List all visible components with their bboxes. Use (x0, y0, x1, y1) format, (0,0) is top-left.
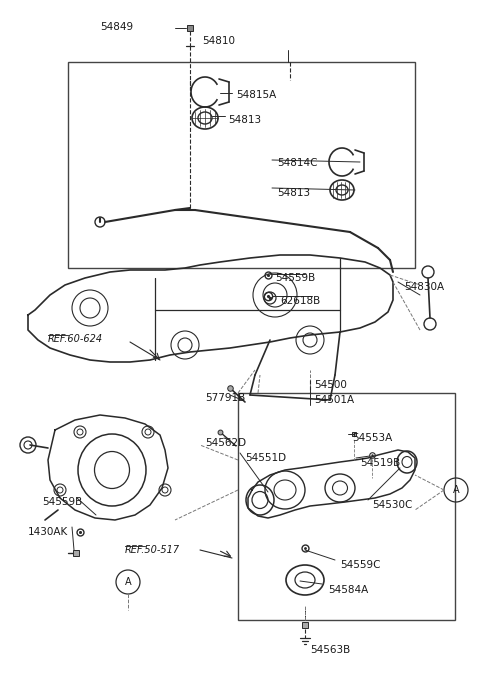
Text: 62618B: 62618B (280, 296, 320, 306)
Text: 54830A: 54830A (404, 282, 444, 292)
Text: 54553A: 54553A (352, 433, 392, 443)
Text: 54559B: 54559B (275, 273, 315, 283)
Text: 54849: 54849 (100, 22, 133, 32)
Text: 54562D: 54562D (205, 438, 246, 448)
Text: 1430AK: 1430AK (28, 527, 68, 537)
Text: 57791B: 57791B (205, 393, 245, 403)
Text: 54501A: 54501A (314, 395, 354, 405)
Text: A: A (453, 485, 459, 495)
Text: A: A (125, 577, 132, 587)
Text: REF.60-624: REF.60-624 (48, 334, 103, 344)
Text: REF.50-517: REF.50-517 (125, 545, 180, 555)
Text: 54519B: 54519B (360, 458, 400, 468)
Text: 54563B: 54563B (310, 645, 350, 655)
Text: 54584A: 54584A (328, 585, 368, 595)
Text: 54810: 54810 (202, 36, 235, 46)
Text: 54559C: 54559C (340, 560, 381, 570)
Text: 54551D: 54551D (245, 453, 286, 463)
Text: 54813: 54813 (228, 115, 261, 125)
Bar (238, 393, 455, 620)
Text: 54813: 54813 (277, 188, 310, 198)
Text: 54559B: 54559B (42, 497, 82, 507)
Text: 54814C: 54814C (277, 158, 317, 168)
Text: 54500: 54500 (314, 380, 347, 390)
Bar (68, 62, 415, 268)
Text: 54530C: 54530C (372, 500, 412, 510)
Text: 54815A: 54815A (236, 90, 276, 100)
